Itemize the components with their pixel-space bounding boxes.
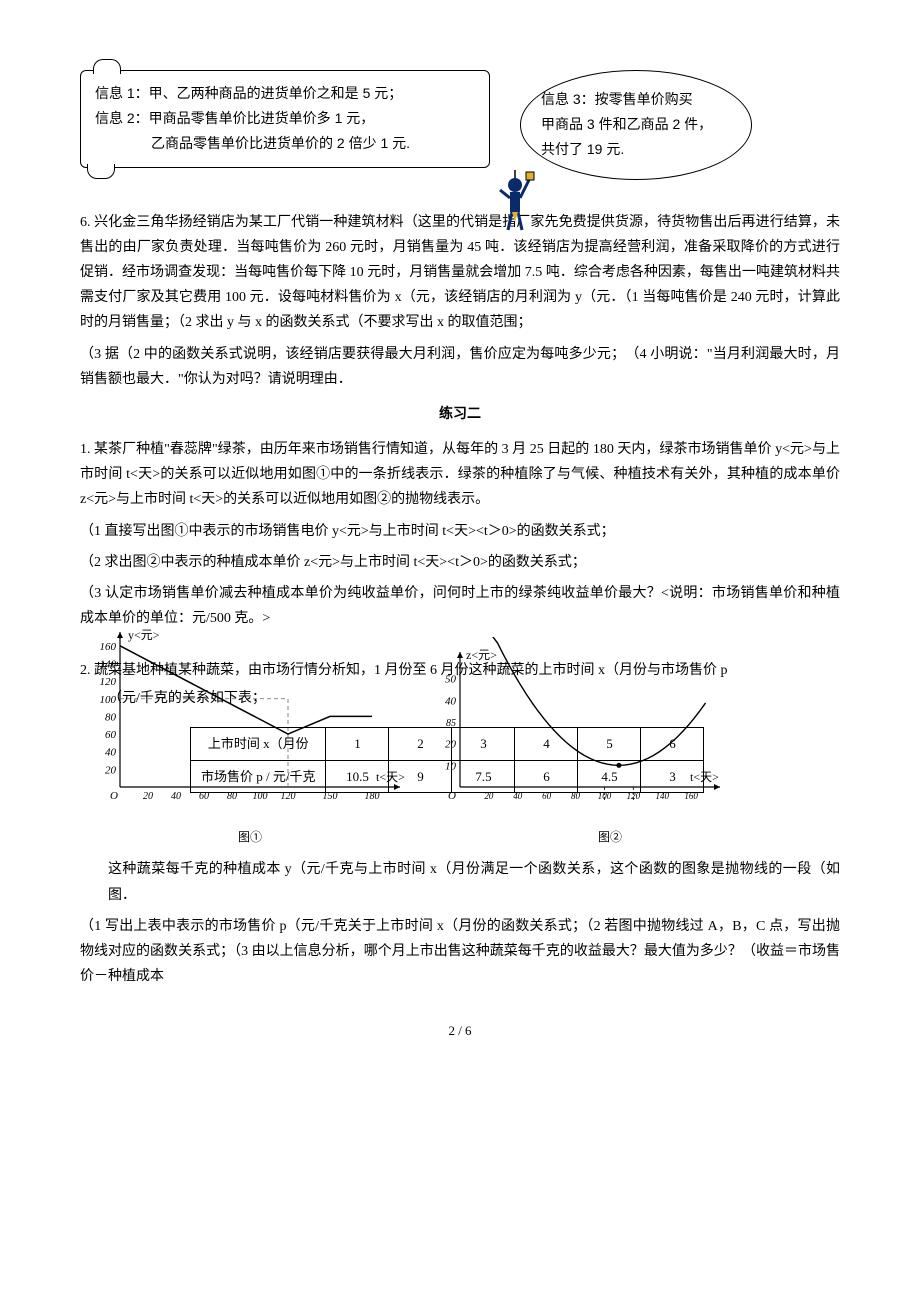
- q1-p3: （2 求出图②中表示的种植成本单价 z<元>与上市时间 t<天><t＞0>的函数…: [80, 550, 840, 575]
- table-cell: 5: [578, 728, 641, 760]
- mascot-icon: [490, 170, 540, 240]
- table-cell: 2: [389, 728, 452, 760]
- table-cell: 6: [641, 728, 704, 760]
- info-row: 信息 1：甲、乙两种商品的进货单价之和是 5 元； 信息 2：甲商品零售单价比进…: [80, 70, 840, 180]
- info1-line2: 信息 2：甲商品零售单价比进货单价多 1 元，: [95, 106, 475, 131]
- table-cell: 6: [515, 760, 578, 792]
- svg-text:160: 160: [100, 641, 117, 653]
- svg-text:40: 40: [171, 791, 181, 802]
- table-cell: 1: [326, 728, 389, 760]
- chart2-caption: 图②: [410, 827, 750, 849]
- scroll-info-box: 信息 1：甲、乙两种商品的进货单价之和是 5 元； 信息 2：甲商品零售单价比进…: [80, 70, 490, 168]
- table-cell: 3: [641, 760, 704, 792]
- q1-p1: 1. 某茶厂种植"春蕊牌"绿茶，由历年来市场销售行情知道，从每年的 3 月 25…: [80, 437, 840, 513]
- table-cell: 3: [452, 728, 515, 760]
- q2-p1-post: （元/千克的关系如下表；: [80, 687, 266, 711]
- svg-text:40: 40: [445, 696, 457, 708]
- q1-p2: （1 直接写出图①中表示的市场销售电价 y<元>与上市时间 t<天><t＞0>的…: [80, 519, 840, 544]
- svg-text:80: 80: [105, 712, 117, 724]
- info1-line3: 乙商品零售单价比进货单价的 2 倍少 1 元.: [95, 131, 475, 156]
- svg-text:O: O: [110, 790, 118, 802]
- info1-line1: 信息 1：甲、乙两种商品的进货单价之和是 5 元；: [95, 81, 475, 106]
- svg-text:20: 20: [105, 765, 117, 777]
- q2-p3: （1 写出上表中表示的市场售价 p（元/千克关于上市时间 x（月份的函数关系式；…: [80, 914, 840, 990]
- price-table: 上市时间 x（月份 1 2 3 4 5 6 市场售价 p / 元/千克 10.5…: [190, 727, 704, 793]
- table-row: 市场售价 p / 元/千克 10.5 9 7.5 6 4.5 3: [191, 760, 704, 792]
- svg-text:40: 40: [105, 747, 117, 759]
- q1-p4: （3 认定市场销售单价减去种植成本单价为纯收益单价，问何时上市的绿茶纯收益单价最…: [80, 581, 840, 631]
- bubble-line3: 共付了 19 元.: [541, 137, 731, 162]
- table-cell: 4: [515, 728, 578, 760]
- q6-para1: 6. 兴化金三角华扬经销店为某工厂代销一种建筑材料（这里的代销是指厂家先免费提供…: [80, 210, 840, 336]
- chart-area: 1601401201008060402020406080100120150180…: [80, 627, 840, 847]
- svg-text:y<元>: y<元>: [128, 628, 160, 642]
- bubble-line1: 信息 3：按零售单价购买: [541, 87, 731, 112]
- svg-text:60: 60: [105, 729, 117, 741]
- chart1-caption: 图①: [80, 827, 420, 849]
- bubble-line2: 甲商品 3 件和乙商品 2 件，: [541, 112, 731, 137]
- q2-p2: 这种蔬菜每千克的种植成本 y（元/千克与上市时间 x（月份满足一个函数关系，这个…: [80, 857, 840, 907]
- q6-para2: （3 据（2 中的函数关系式说明，该经销店要获得最大月利润，售价应定为每吨多少元…: [80, 342, 840, 392]
- svg-text:20: 20: [143, 791, 153, 802]
- q2-p1-pre-text: 2. 蔬菜基地种植某种蔬菜，由市场行情分析知，1 月份至 6 月份这种蔬菜的上市…: [80, 663, 728, 678]
- q1-p1-text: 1. 某茶厂种植"春蕊牌"绿茶，由历年来市场销售行情知道，从每年的 3 月 25…: [80, 437, 840, 513]
- table-header-time: 上市时间 x（月份: [191, 728, 326, 760]
- page: 信息 1：甲、乙两种商品的进货单价之和是 5 元； 信息 2：甲商品零售单价比进…: [0, 0, 920, 1302]
- table-header-price: 市场售价 p / 元/千克: [191, 760, 326, 792]
- speech-bubble: 信息 3：按零售单价购买 甲商品 3 件和乙商品 2 件， 共付了 19 元.: [520, 70, 752, 180]
- bubble-wrap: 信息 3：按零售单价购买 甲商品 3 件和乙商品 2 件， 共付了 19 元.: [520, 70, 752, 180]
- q2-p1-pre: 2. 蔬菜基地种植某种蔬菜，由市场行情分析知，1 月份至 6 月份这种蔬菜的上市…: [80, 659, 840, 683]
- table-cell: 4.5: [578, 760, 641, 792]
- section2-title: 练习二: [80, 402, 840, 427]
- table-cell: 9: [389, 760, 452, 792]
- table-cell: 10.5: [326, 760, 389, 792]
- table-cell: 7.5: [452, 760, 515, 792]
- table-row: 上市时间 x（月份 1 2 3 4 5 6: [191, 728, 704, 760]
- page-footer: 2 / 6: [80, 1019, 840, 1042]
